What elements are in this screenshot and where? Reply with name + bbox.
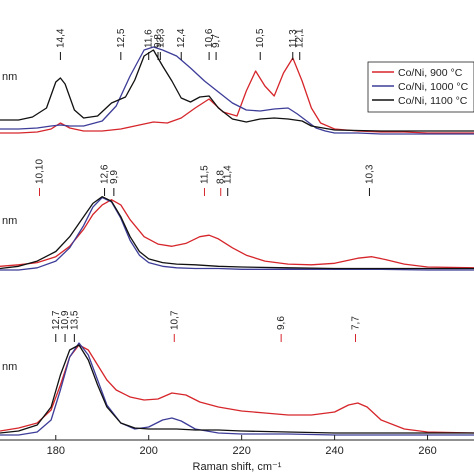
legend-entry-label: Co/Ni, 1100 °C [398,95,468,107]
annotation-label: 9,7 [211,34,222,48]
annotation-label: 10,9 [60,310,71,330]
series-line [0,344,474,434]
x-tick-label: 240 [325,445,343,457]
legend-entry-label: Co/Ni, 900 °C [398,67,463,79]
annotation-label: 7,7 [351,316,362,330]
series-line [0,342,474,436]
x-axis: 180 200 220 240 260 Raman shift, cm⁻¹ [0,435,474,473]
annotation-label: 10,3 [364,164,375,184]
annotation-label: 14,4 [55,28,66,48]
annotation-label: 13,3 [155,28,166,48]
annotation-label: 9,6 [276,316,287,330]
annotation-label: 9,8 [153,34,164,48]
series-line [0,344,474,434]
annotation-label: 8,8 [216,170,227,184]
x-tick-label: 260 [418,445,436,457]
panel-unit-label: nm [2,361,17,373]
panel-3: nm 12,710,913,5 10,7 9,6 7,7 [0,310,474,436]
annotation-label: 11,6 [144,29,155,48]
annotation-label: 12,6 [100,164,111,184]
annotation-label: 9,9 [109,170,120,184]
panel-unit-label: nm [2,71,17,83]
series-line [0,199,474,269]
series-line [0,49,474,132]
x-axis-title: Raman shift, cm⁻¹ [193,461,282,473]
series-line [0,196,474,270]
panels: nm 14,4 12,5 11,6 13,39,8 12,4 10,69,7 10,5 11,3… [0,28,474,436]
x-tick-label: 180 [47,445,65,457]
x-tick-label: 220 [232,445,250,457]
annotation-label: 10,10 [35,159,46,184]
series-line [0,196,474,271]
series-line [0,46,474,135]
annotation-label: 10,6 [204,28,215,48]
annotation-label: 11,4 [223,165,234,184]
panel-1: nm 14,4 12,5 11,6 13,39,8 12,4 10,69,7 10,5 11,3… [0,28,474,135]
annotation-label: 12,5 [116,28,127,48]
legend-box [367,61,474,113]
panel-2: nm 10,10 12,69,9 11,5 8,811,4 10,3 [0,159,474,271]
annotation-label: 11,3 [288,29,299,48]
legend-entry-label: Co/Ni, 1000 °C [398,81,469,93]
legend: Co/Ni, 900 °C Co/Ni, 1000 °C Co/Ni, 1100 °… [367,61,474,113]
annotation-label: 10,7 [169,310,180,330]
panel-unit-label: nm [2,215,17,227]
series-line [0,57,474,134]
annotation-label: 12,4 [176,28,187,48]
annotation-label: 11,5 [199,165,210,184]
annotation-label: 12,7 [51,310,62,330]
annotation-label: 12,1 [295,28,306,48]
annotation-label: 10,5 [255,28,266,48]
annotation-label: 13,5 [69,310,80,330]
x-tick-label: 200 [140,445,158,457]
